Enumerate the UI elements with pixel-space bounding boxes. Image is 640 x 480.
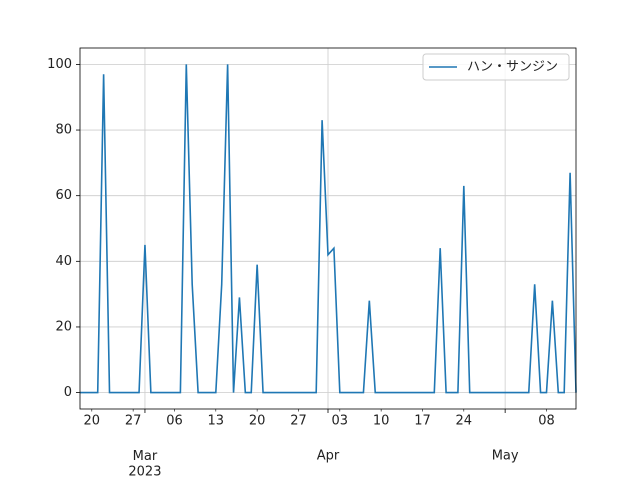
y-tick-label: 0 bbox=[64, 385, 72, 400]
x-tick-label: 06 bbox=[166, 414, 183, 429]
y-tick-label: 40 bbox=[55, 254, 72, 269]
x-tick-label: Apr bbox=[317, 449, 340, 464]
legend-label: ハン・サンジン bbox=[467, 60, 558, 75]
plot-frame bbox=[79, 47, 577, 410]
x-tick-label: 10 bbox=[373, 414, 390, 429]
legend-box bbox=[422, 53, 570, 81]
x-tick-label: 27 bbox=[125, 414, 142, 429]
x-tick-label: 08 bbox=[538, 414, 555, 429]
x-tick-label: 27 bbox=[290, 414, 307, 429]
x-tick-label: 20 bbox=[249, 414, 266, 429]
y-tick-label: 80 bbox=[55, 123, 72, 138]
legend: ハン・サンジン bbox=[422, 53, 570, 81]
y-tick-label: 60 bbox=[55, 188, 72, 203]
x-tick-label: May bbox=[492, 449, 519, 464]
x-tick-label: 20 bbox=[84, 414, 101, 429]
x-tick-label: 03 bbox=[332, 414, 349, 429]
y-tick-label: 20 bbox=[55, 319, 72, 334]
x-tick-label: 17 bbox=[414, 414, 431, 429]
y-tick-label: 100 bbox=[47, 57, 72, 72]
x-tick-label: Mar 2023 bbox=[128, 449, 161, 480]
data-line bbox=[80, 64, 577, 394]
x-tick-label: 24 bbox=[456, 414, 473, 429]
x-tick-label: 13 bbox=[208, 414, 225, 429]
